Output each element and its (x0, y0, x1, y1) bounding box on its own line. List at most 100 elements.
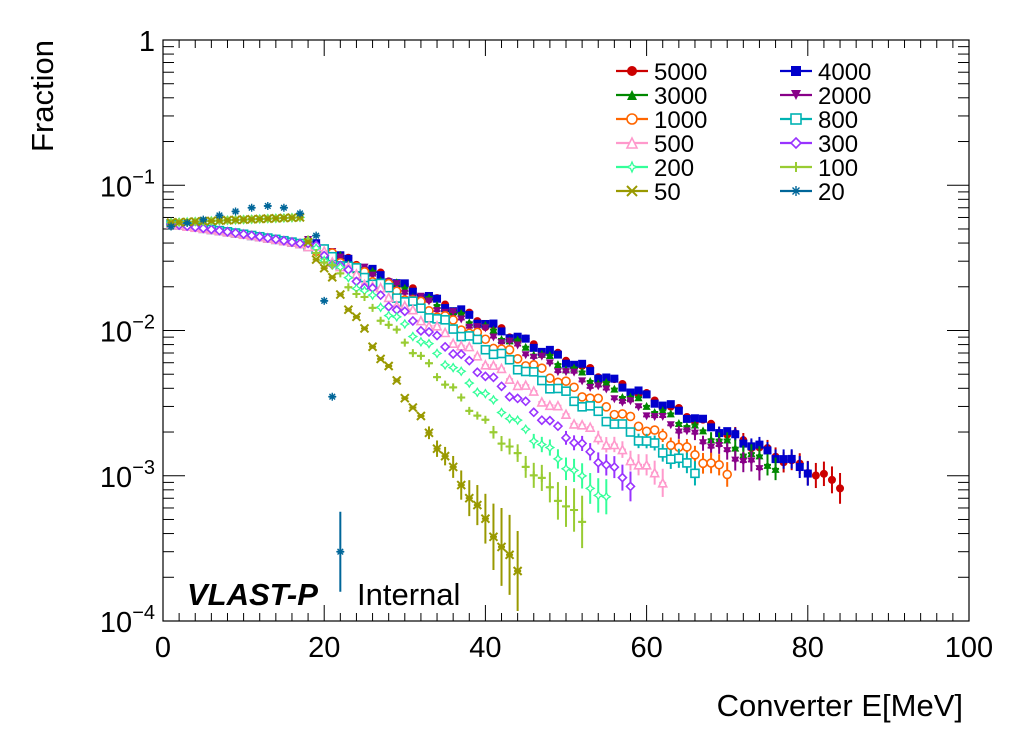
data-point (553, 368, 562, 377)
data-point (618, 398, 627, 407)
data-point (488, 394, 499, 406)
data-point (537, 363, 547, 373)
y-tick-label: 1 (139, 26, 155, 58)
x-tick-label: 60 (630, 632, 662, 664)
data-point (480, 388, 491, 399)
data-point (521, 342, 530, 351)
data-point (665, 449, 676, 469)
data-point (407, 303, 419, 315)
data-point (690, 445, 700, 464)
data-point (512, 393, 523, 404)
data-point (400, 393, 410, 403)
data-point (488, 359, 499, 371)
data-point (254, 231, 265, 242)
data-point (537, 352, 546, 361)
legend-label: 100 (818, 155, 858, 182)
data-point (447, 337, 459, 349)
data-point (448, 348, 459, 360)
data-point (246, 214, 257, 224)
data-point (391, 311, 403, 323)
legend-marker (627, 90, 637, 100)
data-point (560, 457, 572, 481)
data-point (626, 397, 635, 406)
legend-entry-300: 300 (780, 131, 858, 158)
data-point (690, 420, 699, 429)
data-point (472, 367, 483, 378)
data-point (367, 342, 378, 352)
data-point (167, 222, 176, 231)
data-point (649, 435, 660, 451)
data-point (489, 333, 498, 342)
data-point (601, 416, 612, 427)
data-point (328, 261, 337, 270)
data-point (699, 414, 708, 423)
data-point (731, 450, 740, 471)
data-point (755, 457, 764, 481)
data-point (489, 325, 498, 334)
legend-marker (626, 185, 638, 197)
data-point (312, 231, 321, 240)
data-point (440, 315, 450, 325)
data-point (441, 380, 450, 389)
series-500 (165, 218, 669, 497)
data-point (586, 383, 595, 392)
data-point (593, 406, 604, 417)
legend-marker (791, 162, 801, 172)
data-point (424, 426, 434, 440)
data-point (585, 443, 596, 461)
data-point (496, 407, 507, 418)
data-point (222, 215, 233, 225)
legend-label: 500 (654, 131, 694, 158)
data-point (529, 353, 538, 362)
data-point (296, 209, 305, 218)
x-tick-label: 100 (945, 632, 993, 664)
data-point (415, 336, 427, 348)
data-point (707, 423, 716, 432)
data-point (625, 471, 636, 502)
data-point (690, 427, 699, 441)
y-tick-label: 10−2 (100, 312, 155, 349)
data-point (715, 438, 724, 454)
data-point (504, 413, 515, 424)
data-point (625, 411, 636, 422)
data-point (536, 415, 547, 426)
data-point (432, 440, 442, 457)
x-tick-label: 20 (308, 632, 340, 664)
legend-marker (791, 66, 801, 76)
data-point (592, 430, 604, 445)
data-point (319, 263, 329, 273)
series-100 (167, 213, 587, 549)
data-point (666, 400, 675, 409)
data-point (690, 414, 699, 423)
data-point (576, 435, 588, 451)
data-point (803, 461, 812, 486)
data-point (457, 393, 466, 402)
data-point (674, 448, 684, 468)
data-point (512, 530, 523, 611)
x-tick-label: 0 (155, 632, 171, 664)
data-point (424, 359, 433, 368)
data-point (552, 449, 564, 469)
data-point (464, 355, 475, 366)
data-point (553, 383, 563, 394)
data-point (416, 303, 426, 314)
data-point (641, 454, 652, 476)
data-point (633, 433, 644, 449)
data-point (699, 435, 708, 451)
data-point (568, 458, 580, 482)
data-point (488, 372, 499, 383)
data-point (456, 349, 467, 360)
legend-label: 2000 (818, 83, 871, 110)
x-tick-labels: 0 20 40 60 80 100 (155, 632, 993, 664)
data-point (641, 433, 652, 449)
data-point (263, 213, 273, 224)
data-point (504, 391, 515, 402)
data-point (431, 320, 443, 331)
data-point (682, 452, 692, 474)
data-point (512, 414, 523, 426)
data-point (561, 386, 571, 396)
legend-marker (625, 160, 639, 174)
data-point (666, 421, 675, 430)
data-point (351, 312, 362, 322)
data-point (473, 411, 482, 420)
